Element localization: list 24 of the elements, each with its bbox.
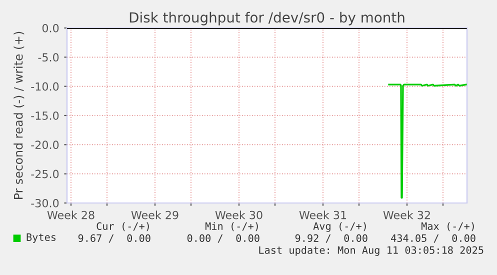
y-tick-label: -15.0 [31,111,59,120]
text: Max (-/+) [421,222,474,232]
text: Last update: Mon Aug 11 03:05:18 2025 [259,246,484,256]
text: Avg (-/+) [313,222,366,232]
y-tick-label: 0.0 [42,24,59,32]
text: 9.67 / 0.00 [78,234,150,243]
text: Min (-/+) [205,222,258,232]
x-tick-label: Week 29 [131,210,178,220]
text: 434.05 / 0.00 [391,234,476,243]
text: Cur (-/+) [96,222,149,232]
text: 0.00 / 0.00 [187,234,260,243]
y-tick-label: -10.0 [31,82,59,91]
text: 9.92 / 0.00 [295,234,368,243]
y-tick-label: -25.0 [31,170,59,178]
x-tick-label: Week 28 [47,210,94,220]
x-tick-label: Week 30 [215,210,262,220]
y-tick-label: -30.0 [31,198,59,208]
legend-label: Bytes [26,233,56,243]
x-tick-label: Week 32 [383,210,430,220]
y-tick-label: -20.0 [31,140,59,150]
x-tick-label: Week 31 [299,210,346,220]
chart-title: Disk throughput for /dev/sr0 - by month [130,12,404,26]
y-tick-label: -5.0 [38,53,59,62]
y-axis-title: Pr second read (-) / write (+) [14,32,24,199]
